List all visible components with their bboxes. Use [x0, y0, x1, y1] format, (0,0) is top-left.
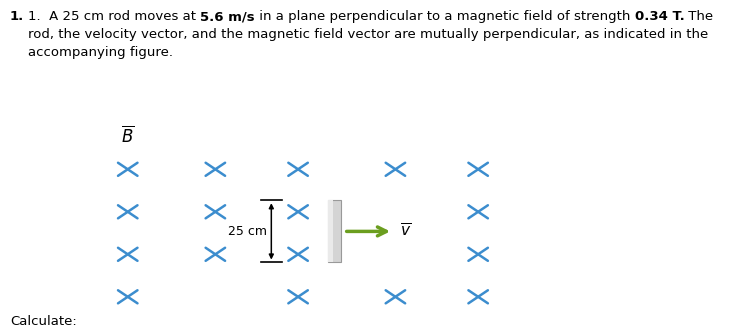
Text: 25 cm: 25 cm: [228, 225, 267, 238]
Text: $\overline{v}$: $\overline{v}$: [400, 223, 412, 240]
Text: 0.34 T.: 0.34 T.: [635, 10, 685, 23]
Bar: [328, 200, 333, 262]
Text: 1.  A 25 cm rod moves at: 1. A 25 cm rod moves at: [28, 10, 201, 23]
Text: rod, the velocity vector, and the magnetic field vector are mutually perpendicul: rod, the velocity vector, and the magnet…: [28, 28, 709, 41]
Text: in a plane perpendicular to a magnetic field of strength: in a plane perpendicular to a magnetic f…: [255, 10, 635, 23]
Text: The: The: [685, 10, 714, 23]
Text: 5.6 m/s: 5.6 m/s: [201, 10, 255, 23]
Text: Calculate:: Calculate:: [10, 315, 77, 328]
Text: $\overline{B}$: $\overline{B}$: [121, 126, 134, 147]
Text: accompanying figure.: accompanying figure.: [28, 46, 173, 59]
Text: 1.: 1.: [10, 10, 24, 23]
Bar: [328, 200, 342, 262]
